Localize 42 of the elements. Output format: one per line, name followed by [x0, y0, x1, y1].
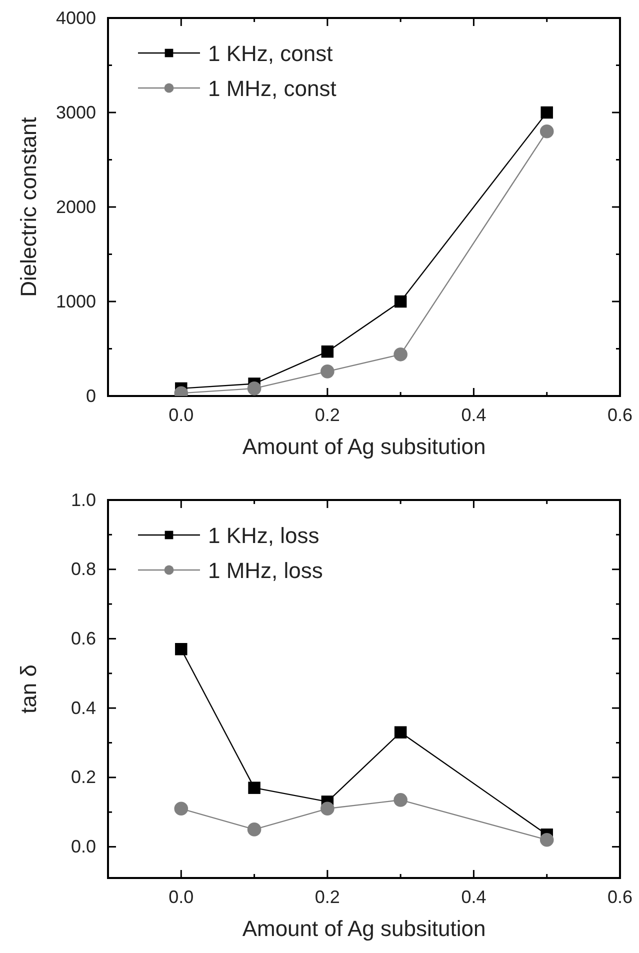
- x-tick-label: 0.2: [314, 886, 340, 907]
- y-tick-label: 0.2: [70, 767, 96, 788]
- point: [394, 295, 407, 308]
- point: [320, 802, 334, 816]
- x-axis-title: Amount of Ag subsitution: [242, 916, 486, 941]
- y-tick-label: 2000: [56, 196, 96, 217]
- y-tick-label: 0: [86, 386, 96, 406]
- point: [394, 793, 408, 807]
- point: [540, 124, 554, 138]
- y-axis-title: tan δ: [16, 664, 41, 714]
- x-tick-label: 0.2: [314, 404, 340, 425]
- x-axis-title: Amount of Ag subsitution: [242, 434, 486, 459]
- point: [320, 364, 334, 378]
- y-tick-label: 1.0: [70, 490, 96, 510]
- point: [321, 345, 334, 358]
- point: [247, 382, 262, 396]
- legend-label: 1 MHz, loss: [208, 558, 323, 583]
- x-tick-label: 0.0: [168, 404, 194, 425]
- point: [540, 832, 554, 847]
- y-tick-label: 0.0: [70, 836, 96, 857]
- y-tick-label: 0.8: [70, 559, 96, 580]
- y-tick-label: 1000: [56, 291, 96, 312]
- x-tick-label: 0.4: [461, 404, 486, 425]
- legend-label: 1 KHz, loss: [208, 523, 320, 548]
- legend-label: 1 KHz, const: [208, 41, 333, 66]
- x-tick-label: 0.0: [168, 886, 194, 907]
- x-tick-label: 0.6: [607, 886, 633, 907]
- y-tick-label: 0.6: [70, 628, 96, 648]
- point: [247, 822, 262, 836]
- y-tick-label: 0.4: [70, 698, 96, 718]
- point: [394, 348, 408, 362]
- y-tick-label: 4000: [56, 8, 96, 28]
- x-tick-label: 0.6: [607, 404, 633, 425]
- x-tick-label: 0.4: [461, 886, 486, 907]
- y-axis-title: Dielectric constant: [16, 117, 41, 297]
- point: [394, 726, 407, 738]
- point: [540, 106, 553, 119]
- legend-label: 1 MHz, const: [208, 76, 336, 101]
- point: [248, 782, 260, 794]
- point: [175, 642, 188, 656]
- point: [174, 802, 188, 816]
- y-tick-label: 3000: [56, 102, 96, 122]
